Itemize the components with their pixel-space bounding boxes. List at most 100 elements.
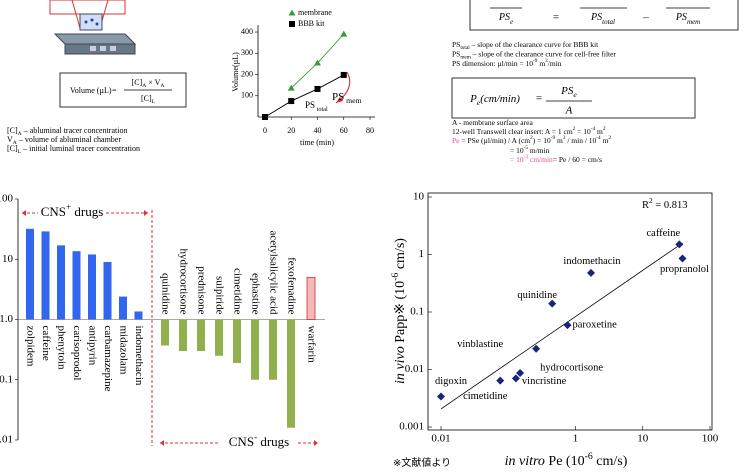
x-tick-label: acetylsalicylic acid <box>267 231 279 315</box>
bar <box>119 296 127 320</box>
text-run: Papp※ (10 <box>393 281 408 346</box>
x-tick-label: zolpidem <box>24 326 36 367</box>
text-run: m/min <box>528 146 550 155</box>
text-run: + <box>66 202 71 212</box>
x-axis-label: in vitro Pe (10-6 cm/s) <box>505 451 628 469</box>
text-run: = Pe / 60 = cm/s <box>553 155 602 164</box>
series-line <box>264 74 344 118</box>
bar <box>251 319 259 380</box>
bar <box>26 228 34 320</box>
point <box>516 368 525 377</box>
text-run: PS <box>305 100 315 110</box>
y-tick-label: 1 <box>419 248 425 260</box>
bar <box>306 276 316 320</box>
point <box>678 254 687 263</box>
text-run: – slope of the clearance curve for BBB k… <box>470 40 599 49</box>
arrow-head <box>314 440 318 446</box>
x-tick-label: fexofenadine <box>285 257 297 315</box>
trendline <box>440 242 683 410</box>
text-run: V <box>7 135 13 144</box>
y-tick-label: 10 <box>413 191 425 203</box>
text-run: PS <box>560 85 574 97</box>
text-run: e <box>477 98 481 107</box>
text-run: drugs <box>257 434 289 449</box>
text-run: R <box>642 200 649 211</box>
text-run: A <box>160 83 164 89</box>
point-label: quinidine <box>517 290 557 301</box>
point <box>496 376 505 385</box>
text-run: PS <box>332 91 344 103</box>
text-run: L <box>152 99 156 105</box>
x-tick-label: carbamazepine <box>102 326 114 392</box>
arrow-head <box>22 210 26 216</box>
text-run: e <box>573 90 577 99</box>
text-run: m <box>555 136 563 145</box>
point <box>586 268 595 277</box>
text-run: Pe (10 <box>545 454 585 469</box>
point-label: caffeine <box>647 228 681 239</box>
formula-box <box>451 77 696 119</box>
unit-note: = 10-3 cm/min= Pe / 60 = cm/s <box>510 154 602 164</box>
point-label: vinblastine <box>457 339 503 350</box>
text-run: -5 <box>524 145 529 151</box>
formula-term: PSmem <box>675 12 700 25</box>
annotation: R2 = 0.813 <box>642 196 687 211</box>
y-tick-label: 0.01 <box>0 434 13 446</box>
marker <box>314 59 321 66</box>
text-run: Pe <box>452 136 460 145</box>
text-run: A <box>18 131 22 137</box>
unit-note: A - membrane surface area <box>452 118 533 127</box>
x-tick-label: carisoprodol <box>71 326 83 381</box>
text-run: PS <box>452 40 460 49</box>
definition: [C]L – initial luminal tracer concentrat… <box>7 144 140 155</box>
text-run: [C] <box>132 78 143 87</box>
x-tick-label: sulpiride <box>213 276 225 315</box>
text-run: in vitro <box>505 454 545 469</box>
unit-note: Pe = PSe (µl/min) / A (cm2) = 10-9 m3 / … <box>452 135 611 145</box>
formula-denominator: A <box>565 105 573 117</box>
text-run: = 10 <box>510 146 524 155</box>
text-run: A - membrane surface area <box>452 118 533 127</box>
definition: [C]A – abluminal tracer concentration <box>7 126 127 137</box>
formula-term: PSe <box>498 12 513 25</box>
marker <box>340 30 348 37</box>
formula-numerator: PSe <box>560 85 577 100</box>
text-run: PS <box>452 49 460 58</box>
operator: = <box>553 12 559 24</box>
x-axis-label: time (min) <box>300 138 334 147</box>
text-run: – slope of the clearance curve for cell-… <box>471 49 617 58</box>
text-run: m <box>601 136 609 145</box>
text-run: -4 <box>596 135 601 141</box>
text-run: = 0.813 <box>653 200 688 211</box>
text-run: - <box>254 432 257 442</box>
formula-term: PStotal <box>590 12 615 25</box>
text-run: 3 <box>563 135 566 141</box>
x-tick-label: ephastine <box>249 273 261 315</box>
marker <box>262 114 268 120</box>
text-run: ) = 10 <box>533 136 551 145</box>
bar <box>134 311 143 320</box>
point-label: paroxetine <box>572 320 617 331</box>
point-label: indomethacin <box>563 256 621 267</box>
formula-lhs: Pe(cm/min) <box>469 93 520 108</box>
y-tick-label: 0.1 <box>410 306 424 318</box>
point <box>548 299 557 308</box>
text-run: 2 <box>603 126 606 132</box>
x-tick-label: 1 <box>573 433 579 445</box>
marker <box>287 84 295 91</box>
text-run: total <box>315 106 328 113</box>
marker <box>288 9 296 16</box>
arrow-head <box>144 210 148 216</box>
group-label: CNS- drugs <box>229 432 289 449</box>
text-run: -4 <box>591 126 596 132</box>
x-tick-label: 60 <box>340 126 348 135</box>
point <box>511 374 520 383</box>
note: PSmem – slope of the clearance curve for… <box>452 49 616 60</box>
bar <box>233 319 241 363</box>
text-run: /min <box>548 59 562 68</box>
text-run: = 10 <box>575 127 591 136</box>
bar <box>269 319 277 380</box>
y-tick-label: 400 <box>241 27 253 36</box>
text-run: 2 <box>573 126 576 132</box>
x-tick-label: 100 <box>702 433 719 445</box>
